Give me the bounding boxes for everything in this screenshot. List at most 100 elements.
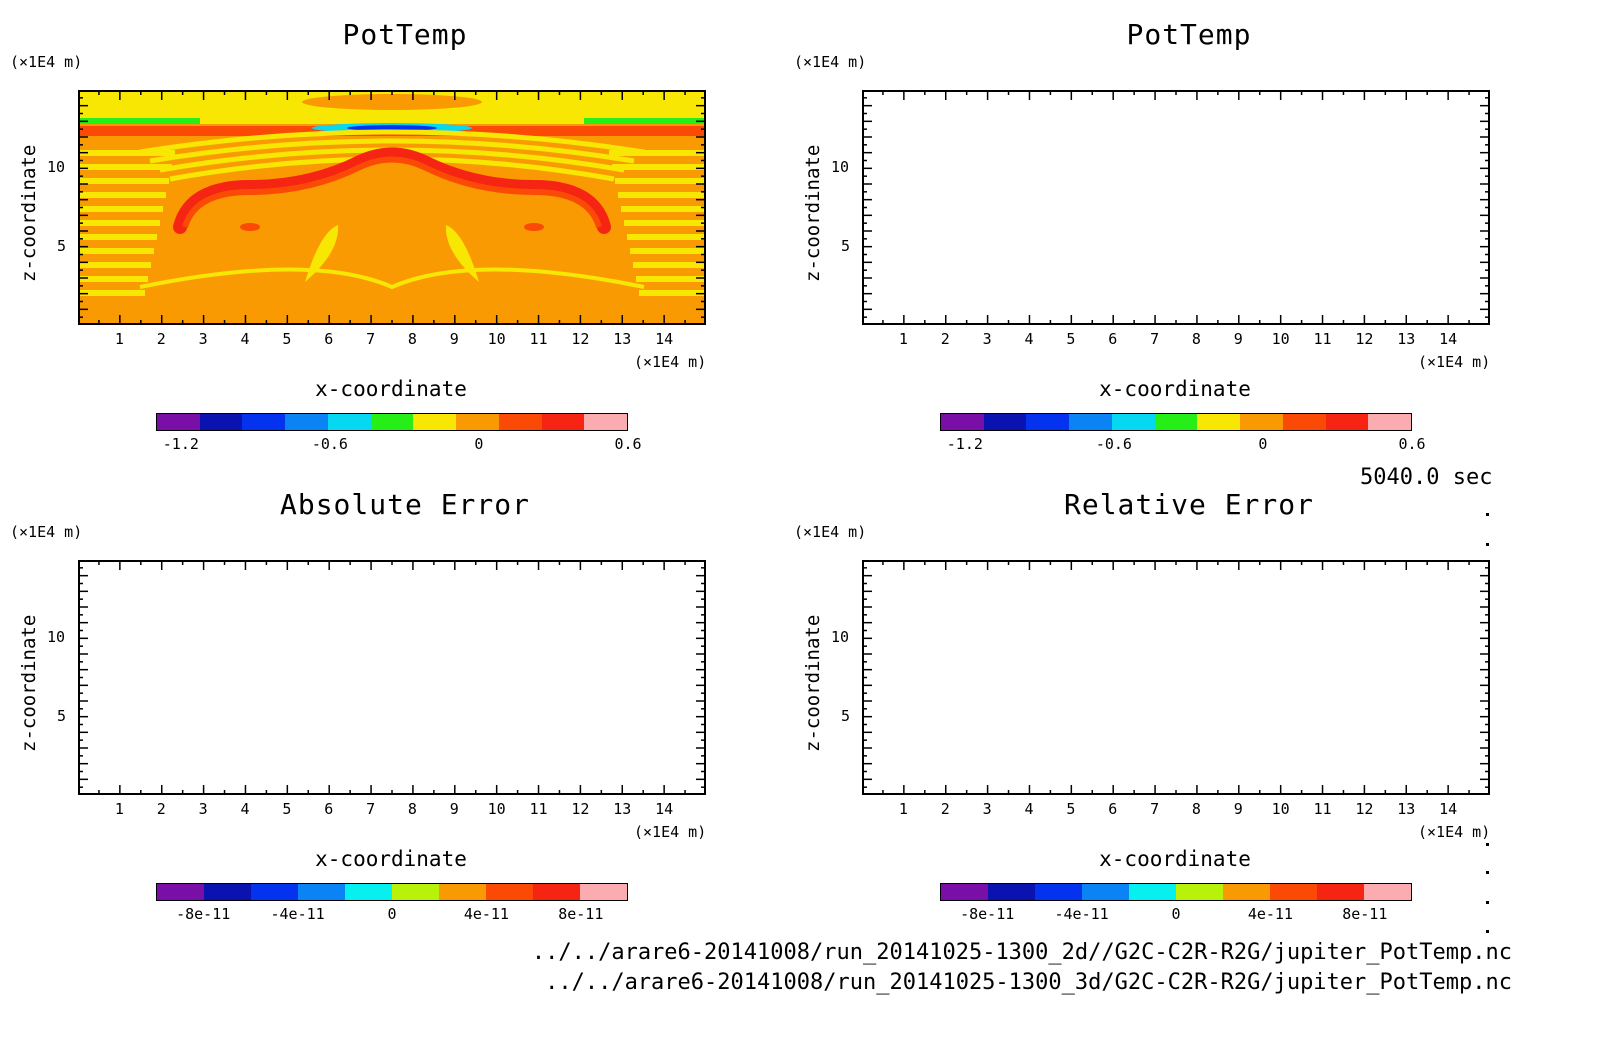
contour-green-right [584, 118, 704, 124]
margin-dot [1486, 543, 1489, 546]
x-unit-label: (×1E4 m) [1418, 353, 1491, 371]
colorbar-swatch [1317, 884, 1364, 900]
colorbar-swatch [1026, 414, 1070, 430]
colorbar-tick-label: -4e-11 [1054, 905, 1109, 923]
colorbar-swatch [983, 414, 1027, 430]
plot-area [78, 90, 706, 325]
x-tick-label: 8 [1191, 800, 1201, 818]
x-tick-label: 2 [156, 800, 166, 818]
x-tick-label: 1 [114, 330, 124, 348]
x-tick-label: 4 [1024, 330, 1034, 348]
contour-small-lump [240, 223, 260, 231]
colorbar-swatch [498, 414, 542, 430]
x-tick-label: 13 [613, 330, 632, 348]
y-unit-label: (×1E4 m) [794, 523, 867, 541]
x-tick-label: 1 [898, 800, 908, 818]
contour-small-lump [524, 223, 544, 231]
x-tick-label: 3 [198, 800, 208, 818]
x-axis-label: x-coordinate [315, 847, 467, 871]
x-tick-label: 5 [282, 800, 292, 818]
x-tick-label: 8 [407, 800, 417, 818]
colorbar-tick-label: -8e-11 [176, 905, 231, 923]
x-tick-label: 6 [324, 800, 334, 818]
x-unit-label: (×1E4 m) [1418, 823, 1491, 841]
margin-dot [1486, 930, 1489, 933]
colorbar-swatch [439, 884, 486, 900]
heatmap-field [80, 92, 704, 323]
colorbar-swatch [1223, 884, 1270, 900]
chart-panel-2: PotTemp (×1E4 m) 1 2 3 4 5 6 7 8 9 10 11 12 13 14 5 10 (×1… [784, 0, 1564, 470]
x-tick-label: 11 [529, 800, 548, 818]
contour-stripe-right [633, 262, 704, 268]
y-axis-label: z-coordinate [802, 144, 824, 282]
colorbar-swatch [1282, 414, 1326, 430]
colorbar-swatch [584, 414, 628, 430]
x-tick-label: 12 [1355, 330, 1374, 348]
colorbar-swatch [1082, 884, 1129, 900]
colorbar-swatch [1176, 884, 1223, 900]
x-tick-label: 1 [898, 330, 908, 348]
contour-lower-arc [139, 267, 645, 290]
contour-arc-yellow [149, 138, 635, 164]
x-tick-label: 14 [655, 800, 674, 818]
colorbar-swatch [1270, 884, 1317, 900]
colorbar-tick-label: 4e-11 [463, 905, 509, 923]
y-tick-label: 10 [47, 628, 66, 647]
x-tick-label: 2 [156, 330, 166, 348]
colorbar-tick-label: 0.6 [614, 435, 642, 453]
chart-title: PotTemp [1126, 18, 1252, 51]
colorbar [940, 413, 1412, 431]
x-tick-label: 9 [1233, 330, 1243, 348]
colorbar-swatch [204, 884, 251, 900]
colorbar-swatch [199, 414, 243, 430]
x-tick-label: 13 [613, 800, 632, 818]
contour-arc-yellow [139, 129, 645, 155]
y-tick-label: 5 [841, 236, 851, 255]
contour-red-arc [173, 147, 611, 234]
contour-stripe-left [80, 178, 169, 184]
contour-blue-core [347, 125, 437, 131]
colorbar-swatch [413, 414, 457, 430]
y-tick-label: 10 [47, 158, 66, 177]
colorbar-tick-label: 0 [474, 435, 484, 453]
y-axis-label: z-coordinate [802, 614, 824, 752]
x-tick-label: 3 [982, 800, 992, 818]
x-tick-label: 4 [240, 330, 250, 348]
contour-stripe-left [80, 164, 172, 170]
margin-dot [1486, 843, 1489, 846]
chart-title: Relative Error [1063, 488, 1314, 521]
chart-panel-3: Absolute Error (×1E4 m) 1 2 3 4 5 6 7 8 9 10 11 12 13 1… [0, 470, 780, 940]
colorbar [156, 883, 628, 901]
x-tick-label: 10 [487, 800, 506, 818]
x-tick-label: 5 [1066, 330, 1076, 348]
y-tick-label: 5 [57, 236, 67, 255]
colorbar-swatch [1111, 414, 1155, 430]
colorbar-swatch [1154, 414, 1198, 430]
colorbar-swatch [242, 414, 286, 430]
colorbar [940, 883, 1412, 901]
colorbar-swatch [1368, 414, 1412, 430]
colorbar-tick-label: -0.6 [1095, 435, 1132, 453]
contour-stripe-left [80, 234, 157, 240]
contour-stripe-left [80, 262, 151, 268]
colorbar-tick-label: 8e-11 [558, 905, 604, 923]
chart-panel-4: Relative Error (×1E4 m) 1 2 3 4 5 6 7 8 9 10 11 12 13 1… [784, 470, 1564, 940]
contour-stripe-right [621, 206, 704, 212]
x-tick-label: 11 [529, 330, 548, 348]
x-tick-label: 3 [982, 330, 992, 348]
x-tick-label: 9 [449, 330, 459, 348]
margin-dot [1486, 513, 1489, 516]
x-tick-label: 14 [1439, 330, 1458, 348]
contour-red-arc-inner [182, 156, 602, 228]
x-tick-label: 4 [1024, 800, 1034, 818]
colorbar-tick-label: 4e-11 [1247, 905, 1293, 923]
contour-stripe-right [612, 164, 704, 170]
x-tick-label: 9 [1233, 800, 1243, 818]
colorbar-tick-label: -4e-11 [270, 905, 325, 923]
colorbar-swatch [157, 884, 204, 900]
x-unit-label: (×1E4 m) [634, 823, 707, 841]
contour-stripe-left [80, 192, 166, 198]
colorbar-swatch [251, 884, 298, 900]
x-tick-label: 1 [114, 800, 124, 818]
y-tick-label: 10 [831, 158, 850, 177]
